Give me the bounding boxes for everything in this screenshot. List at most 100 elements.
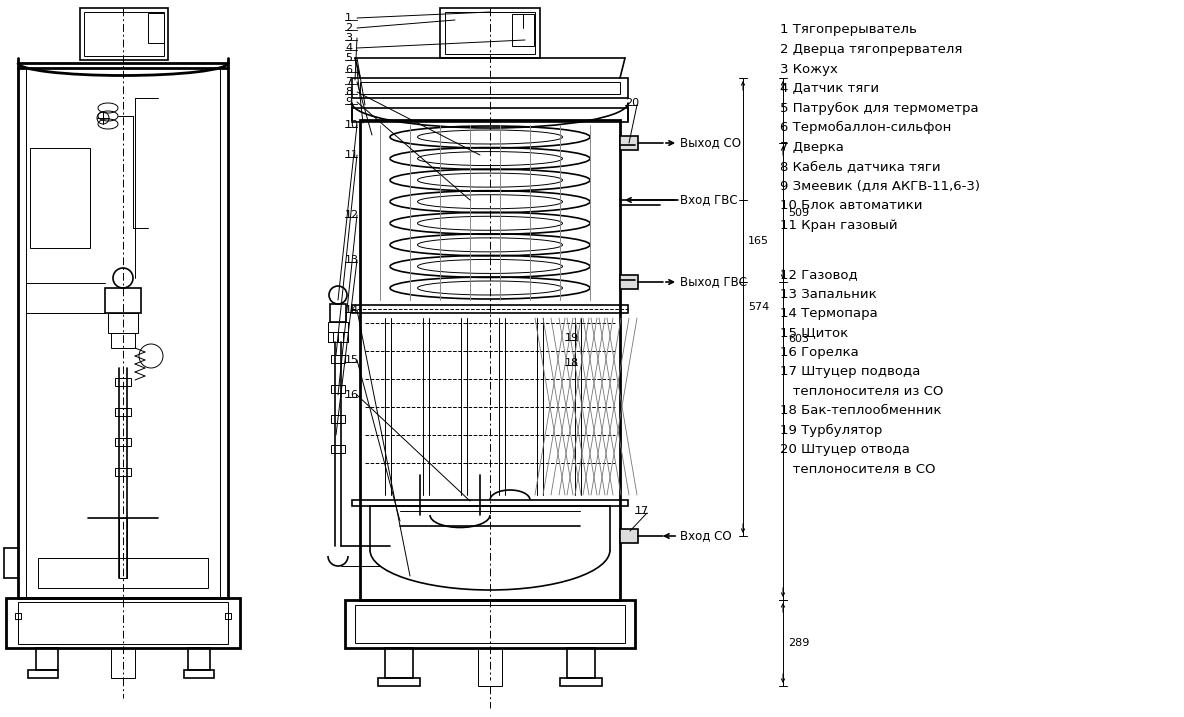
Text: 20 Штуцер отвода: 20 Штуцер отвода — [780, 444, 909, 457]
Text: 509: 509 — [789, 207, 809, 217]
Bar — [81, 8, 168, 60]
Text: 3: 3 — [345, 33, 352, 43]
Bar — [111, 648, 135, 678]
Bar — [355, 605, 625, 643]
Text: 574: 574 — [748, 302, 770, 312]
Text: 12: 12 — [345, 210, 359, 220]
Text: 289: 289 — [789, 638, 810, 648]
Bar — [18, 68, 229, 598]
Text: Выход СО: Выход СО — [680, 136, 741, 150]
Text: 9 Змеевик (для АКГВ-11,6-3): 9 Змеевик (для АКГВ-11,6-3) — [780, 179, 980, 192]
Text: 12 Газовод: 12 Газовод — [780, 268, 857, 281]
Bar — [360, 120, 620, 600]
Bar — [567, 648, 596, 678]
Text: 9: 9 — [345, 97, 352, 107]
Text: 18 Бак-теплообменник: 18 Бак-теплообменник — [780, 404, 941, 417]
Bar — [111, 333, 135, 348]
Bar — [620, 529, 638, 543]
Bar — [332, 355, 345, 363]
Text: 4: 4 — [345, 43, 352, 53]
Text: теплоносителя из СО: теплоносителя из СО — [780, 385, 944, 398]
Bar — [188, 648, 210, 670]
Text: 13 Запальник: 13 Запальник — [780, 288, 876, 300]
Bar — [620, 136, 638, 150]
Text: 14 Термопара: 14 Термопара — [780, 307, 877, 320]
Text: 7 Дверка: 7 Дверка — [780, 141, 844, 153]
Text: 11: 11 — [345, 150, 359, 160]
Text: 8: 8 — [345, 87, 352, 97]
Bar — [478, 648, 502, 686]
Text: 15: 15 — [345, 355, 359, 365]
Bar — [84, 12, 165, 56]
Bar — [105, 288, 141, 313]
Text: Выход ГВС: Выход ГВС — [680, 275, 747, 288]
Bar — [328, 332, 348, 342]
Bar — [445, 12, 535, 54]
Text: 1 Тягопрерыватель: 1 Тягопрерыватель — [780, 24, 916, 37]
Bar — [36, 648, 58, 670]
Bar — [511, 14, 534, 46]
Text: 11 Кран газовый: 11 Кран газовый — [780, 219, 897, 232]
Bar — [360, 82, 620, 94]
Text: 19 Турбулятор: 19 Турбулятор — [780, 424, 882, 437]
Text: 19: 19 — [565, 333, 579, 343]
Text: 18: 18 — [565, 358, 579, 368]
Text: 5: 5 — [345, 53, 352, 63]
Text: 16 Горелка: 16 Горелка — [780, 346, 858, 359]
Text: Вход ГВС: Вход ГВС — [680, 194, 738, 206]
Text: 13: 13 — [345, 255, 359, 265]
Bar — [115, 408, 131, 416]
Text: 603: 603 — [789, 334, 809, 344]
Bar — [28, 670, 58, 678]
Bar — [115, 438, 131, 446]
Bar — [30, 148, 90, 248]
Text: 1: 1 — [345, 13, 352, 23]
Text: 2: 2 — [345, 23, 352, 33]
Text: 16: 16 — [345, 390, 359, 400]
Text: 6 Термобаллон-сильфон: 6 Термобаллон-сильфон — [780, 121, 952, 134]
Text: 4 Датчик тяги: 4 Датчик тяги — [780, 82, 880, 95]
Text: 20: 20 — [625, 98, 639, 108]
Bar — [18, 602, 229, 644]
Bar — [328, 322, 348, 332]
Bar — [560, 678, 601, 686]
Bar — [330, 304, 346, 322]
Text: теплоносителя в СО: теплоносителя в СО — [780, 463, 935, 476]
Bar — [352, 108, 628, 122]
Bar — [184, 670, 214, 678]
Text: 14: 14 — [345, 305, 359, 315]
Text: 17 Штуцер подвода: 17 Штуцер подвода — [780, 366, 920, 379]
Bar — [115, 468, 131, 476]
Text: 17: 17 — [635, 506, 649, 516]
Bar — [385, 648, 413, 678]
Bar — [6, 598, 240, 648]
Text: 165: 165 — [748, 236, 768, 246]
Bar — [108, 313, 139, 333]
Bar — [115, 378, 131, 386]
Text: 8 Кабель датчика тяги: 8 Кабель датчика тяги — [780, 160, 940, 173]
Bar — [38, 558, 208, 588]
Text: 7: 7 — [345, 77, 352, 87]
Bar — [332, 385, 345, 393]
Bar — [352, 305, 628, 313]
Text: 5 Патрубок для термометра: 5 Патрубок для термометра — [780, 102, 979, 115]
Bar — [15, 613, 21, 619]
Bar — [148, 13, 165, 43]
Text: Вход СО: Вход СО — [680, 529, 732, 543]
Text: 10: 10 — [345, 120, 359, 130]
Text: 6: 6 — [345, 65, 352, 75]
Text: 2 Дверца тягопрервателя: 2 Дверца тягопрервателя — [780, 43, 963, 56]
Bar — [440, 8, 540, 58]
Text: 15 Щиток: 15 Щиток — [780, 326, 848, 340]
Bar — [120, 518, 127, 578]
Text: 3 Кожух: 3 Кожух — [780, 62, 838, 75]
Text: 10 Блок автоматики: 10 Блок автоматики — [780, 199, 922, 212]
Bar — [352, 78, 628, 98]
Bar — [378, 678, 420, 686]
Bar — [225, 613, 231, 619]
Bar — [332, 445, 345, 453]
Bar — [352, 500, 628, 506]
Bar — [332, 415, 345, 423]
Bar — [620, 275, 638, 289]
Bar — [345, 600, 635, 648]
